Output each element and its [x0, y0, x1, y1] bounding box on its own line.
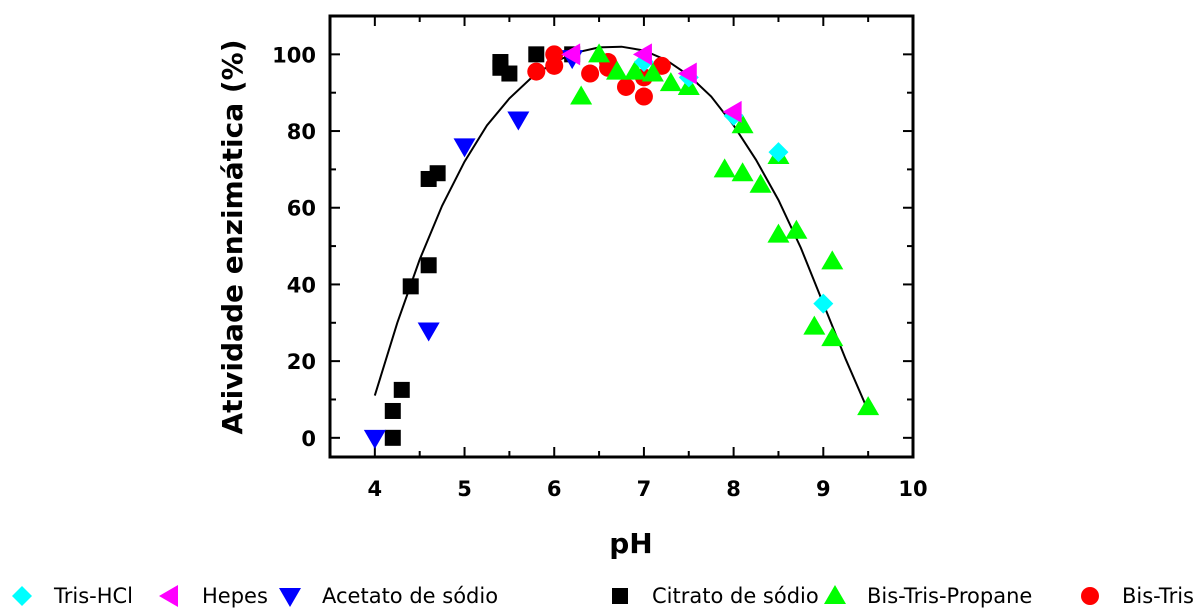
data-point: [528, 46, 545, 63]
data-point: [507, 111, 530, 131]
legend-label: Tris-HCl: [53, 584, 133, 608]
legend-label: Bis-Tris-Propane: [867, 584, 1032, 608]
data-point: [677, 62, 697, 85]
legend-marker: [824, 585, 846, 604]
data-points: [363, 43, 880, 449]
data-point: [659, 72, 682, 92]
data-point: [749, 173, 772, 193]
data-point: [813, 293, 834, 314]
data-point: [402, 278, 419, 295]
legend-marker: [159, 585, 178, 607]
y-tick-label: 20: [287, 350, 316, 374]
legend-label: Acetato de sódio: [322, 584, 498, 608]
data-point: [641, 62, 664, 82]
x-tick-label: 7: [637, 477, 652, 501]
data-point: [767, 223, 790, 243]
fit-curve: [373, 45, 870, 412]
plot-frame: [328, 14, 915, 459]
data-point: [545, 45, 564, 64]
legend-marker: [1081, 587, 1099, 605]
x-tick-label: 9: [816, 477, 831, 501]
data-point: [731, 162, 754, 182]
x-tick-label: 5: [457, 477, 472, 501]
legend-label: Citrato de sódio: [652, 584, 819, 608]
data-point: [417, 322, 440, 342]
legend-marker: [12, 586, 32, 606]
legend-label: Bis-Tris: [1122, 584, 1194, 608]
data-point: [588, 43, 611, 63]
data-point: [606, 60, 629, 80]
data-point: [384, 402, 401, 419]
legend-marker: [612, 588, 628, 604]
x-tick-label: 8: [726, 477, 741, 501]
data-point: [570, 85, 593, 105]
legend: Tris-HCl Hepes Acetato de sódio Citrato de …: [12, 584, 1194, 608]
x-axis-title: pH: [609, 527, 652, 560]
data-point: [785, 219, 808, 239]
data-point: [561, 43, 581, 66]
data-point: [429, 165, 446, 182]
y-tick-label: 40: [287, 273, 316, 297]
data-point: [713, 158, 736, 178]
data-point: [420, 257, 437, 274]
data-point: [501, 65, 518, 82]
data-point: [393, 381, 410, 398]
data-point: [731, 114, 754, 134]
x-tick-label: 10: [898, 477, 927, 501]
axis-ticks: [330, 16, 914, 457]
y-tick-label: 60: [287, 197, 316, 221]
data-point: [527, 62, 546, 81]
y-tick-label: 100: [272, 43, 316, 67]
legend-label: Hepes: [202, 584, 268, 608]
data-point: [821, 250, 844, 270]
data-point: [363, 429, 386, 449]
data-point: [581, 64, 600, 83]
y-tick-label: 0: [301, 427, 316, 451]
y-axis-title: Atividade enzimática (%): [216, 40, 249, 435]
data-point: [821, 327, 844, 347]
data-point: [623, 60, 646, 80]
data-point: [632, 43, 652, 66]
data-point: [384, 429, 401, 446]
data-point: [857, 396, 880, 416]
data-point: [453, 138, 476, 158]
data-point: [803, 315, 826, 335]
legend-marker: [279, 588, 301, 607]
x-tick-label: 4: [368, 477, 383, 501]
x-tick-label: 6: [547, 477, 562, 501]
data-point: [634, 87, 653, 106]
y-tick-label: 80: [287, 120, 316, 144]
data-point: [616, 77, 635, 96]
data-point: [768, 142, 789, 163]
data-point: [722, 100, 742, 123]
